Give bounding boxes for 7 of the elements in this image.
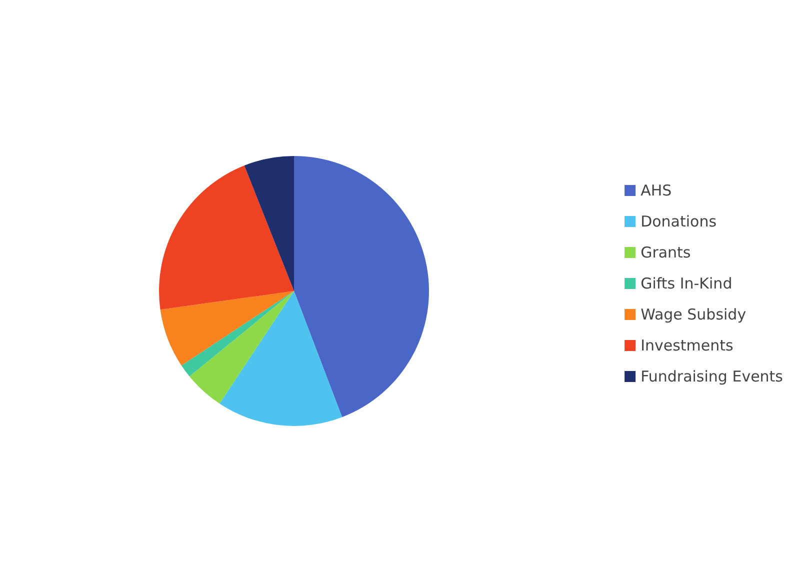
legend-label: Donations bbox=[640, 212, 717, 230]
legend-label: Investments bbox=[640, 336, 734, 354]
legend-label: Fundraising Events bbox=[640, 368, 784, 386]
legend-label: Grants bbox=[640, 244, 691, 262]
legend-label: Gifts In-Kind bbox=[640, 274, 732, 292]
legend-label: Wage Subsidy bbox=[640, 306, 746, 324]
legend-label: AHS bbox=[640, 182, 672, 200]
